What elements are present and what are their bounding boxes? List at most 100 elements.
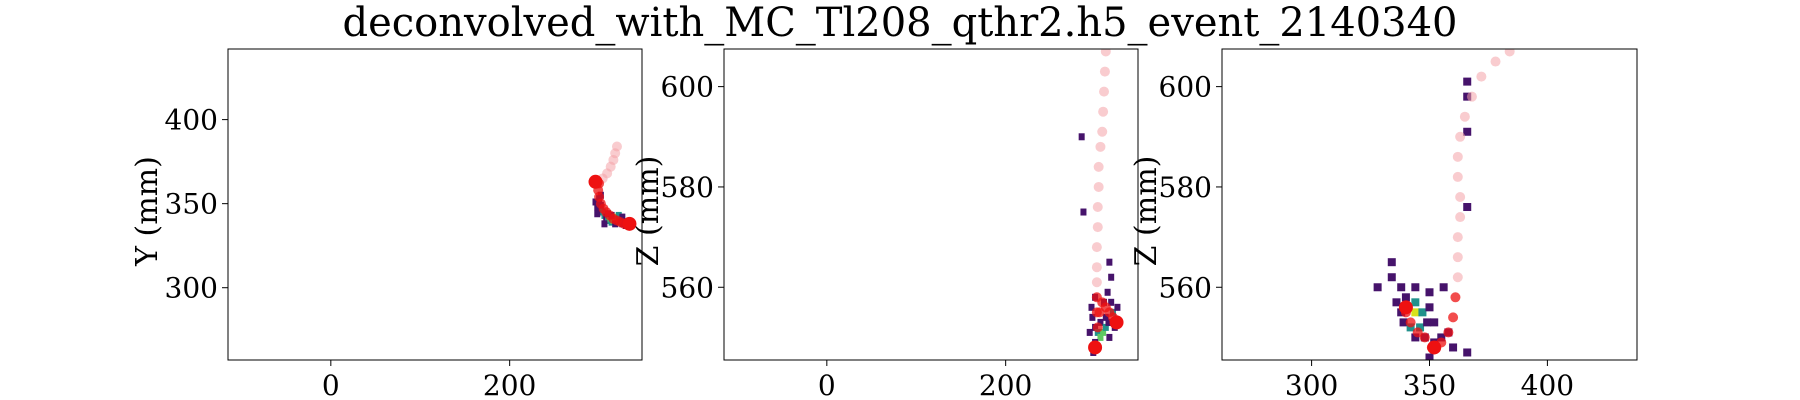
track-point [1092,222,1103,233]
y-tick-label: 400 [165,104,218,137]
hit-cell [1406,323,1415,332]
panel-xz-plot: 0 200 560 580 600 [661,48,1139,400]
track-point [1459,111,1470,122]
track-point [1091,262,1102,273]
track-point [1490,56,1501,67]
hit-cell [1108,273,1115,281]
hit-cell [592,198,599,206]
hit-cell [1430,318,1439,327]
hit-cell [1463,348,1472,357]
figure-title: deconvolved_with_MC_Tl208_qthr2.h5_event… [343,0,1458,46]
track-point [1093,181,1104,192]
hit-cell [1088,303,1095,311]
y-tick-label: 600 [1159,71,1212,104]
y-tick-label: 350 [165,188,218,221]
hit-cell [1437,333,1446,342]
panel-xz-frame [723,48,1139,361]
hit-cell [1086,328,1093,336]
y-tick-label: 300 [165,272,218,305]
track-point [1455,131,1466,142]
panel-xz-ylabel: Z (mm) [631,156,666,267]
x-tick-label: 0 [322,369,340,400]
panel-yz-ylabel: Z (mm) [1129,156,1164,267]
hit-cell [1102,313,1109,321]
y-tick-label: 560 [661,271,714,304]
track-point [1098,106,1109,117]
track-end-marker [1398,300,1413,315]
panel-yz-marks [1373,49,1515,360]
track-point [1448,312,1459,323]
x-tick-label: 350 [1403,369,1456,400]
hit-cell [1463,127,1472,136]
hit-cell [1094,328,1101,336]
hit-cell [1449,343,1458,352]
track-point [1452,272,1463,283]
hit-cell [1439,283,1448,292]
hit-cell [1399,318,1408,327]
x-tick-label: 300 [1285,369,1338,400]
track-end-marker [1088,340,1103,355]
track-point [1097,126,1108,137]
panel-xy-frame [227,48,643,361]
track-point [1452,151,1463,162]
hit-cell [1078,133,1085,141]
hit-cell [1392,298,1401,307]
hit-cell [1411,298,1420,307]
hit-cell [1387,258,1396,267]
hit-cell [1097,318,1104,326]
hit-cell [1401,293,1410,302]
track-point [1092,322,1103,333]
hit-cell [1104,288,1111,296]
hit-cell [1423,318,1432,327]
panel-xz-marks [1078,49,1124,356]
track-point [1443,327,1454,338]
hit-cell [1418,308,1427,317]
hit-cell [1114,303,1121,311]
track-point [1419,332,1430,343]
track-point [1092,202,1103,213]
hit-cell [1425,303,1434,312]
x-tick-label: 200 [979,369,1032,400]
x-tick-label: 400 [1521,369,1574,400]
track-end-marker [1427,340,1442,355]
track-point [1095,141,1106,152]
hit-cell [594,210,601,218]
hit-cell [1411,283,1420,292]
x-tick-label: 200 [483,369,536,400]
track-point [1476,71,1487,82]
x-tick-label: 0 [818,369,836,400]
track-end-marker [588,174,603,189]
track-point [1099,86,1110,97]
hit-cell [615,211,622,219]
y-tick-label: 600 [661,71,714,104]
hit-cell [1106,333,1113,341]
y-tick-label: 580 [661,171,714,204]
track-point [1452,171,1463,182]
panel-yz-frame [1221,48,1638,361]
track-point [1452,232,1463,243]
hit-cell [1100,328,1107,336]
hit-cell [601,220,608,228]
hit-cell [1411,333,1420,342]
track-point [1466,91,1477,102]
panel-yz-plot: 300 350 400 560 580 600 [1159,48,1638,400]
track-point [1452,252,1463,263]
hit-cell [1411,308,1420,317]
hit-cell [1108,298,1115,306]
track-point [1091,242,1102,253]
track-point [1100,49,1111,57]
hit-cell [1397,283,1406,292]
hit-cell [1102,323,1109,331]
track-point [1504,49,1515,57]
hit-cell [1387,273,1396,282]
track-point [1412,327,1423,338]
track-point [1450,292,1461,303]
track-end-marker [1109,315,1124,330]
hit-cell [1373,283,1382,292]
hit-cell [1416,323,1425,332]
track-end-marker [622,216,637,231]
hit-cell [619,213,626,221]
panel-xz: 0 200 560 580 600 Z (mm) [631,48,1139,400]
hit-cell [1463,77,1472,86]
